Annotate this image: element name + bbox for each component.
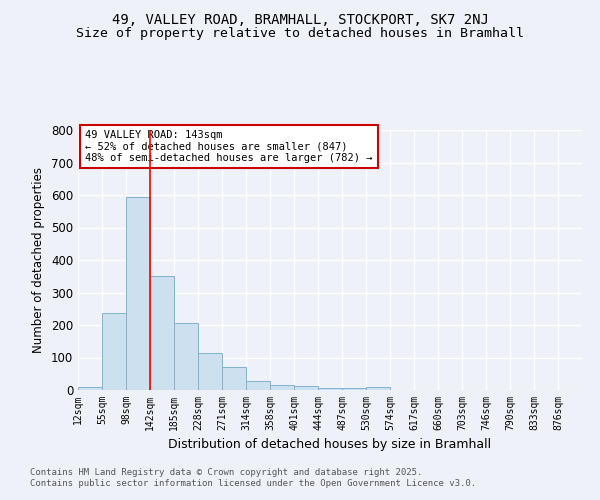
Bar [270,385,294,390]
Bar [366,388,390,390]
Bar [78,388,102,390]
Text: Contains HM Land Registry data © Crown copyright and database right 2025.
Contai: Contains HM Land Registry data © Crown c… [30,468,476,487]
Bar [318,388,342,390]
Bar [222,366,246,390]
Bar [150,276,174,390]
Bar [174,324,198,390]
Bar [246,381,270,390]
X-axis label: Distribution of detached houses by size in Bramhall: Distribution of detached houses by size … [169,438,491,452]
Bar [198,352,222,390]
Bar [126,196,150,390]
Text: 49, VALLEY ROAD, BRAMHALL, STOCKPORT, SK7 2NJ: 49, VALLEY ROAD, BRAMHALL, STOCKPORT, SK… [112,12,488,26]
Bar [102,312,126,390]
Y-axis label: Number of detached properties: Number of detached properties [32,167,46,353]
Text: Size of property relative to detached houses in Bramhall: Size of property relative to detached ho… [76,28,524,40]
Text: 49 VALLEY ROAD: 143sqm
← 52% of detached houses are smaller (847)
48% of semi-de: 49 VALLEY ROAD: 143sqm ← 52% of detached… [85,130,373,163]
Bar [294,386,318,390]
Bar [342,388,366,390]
